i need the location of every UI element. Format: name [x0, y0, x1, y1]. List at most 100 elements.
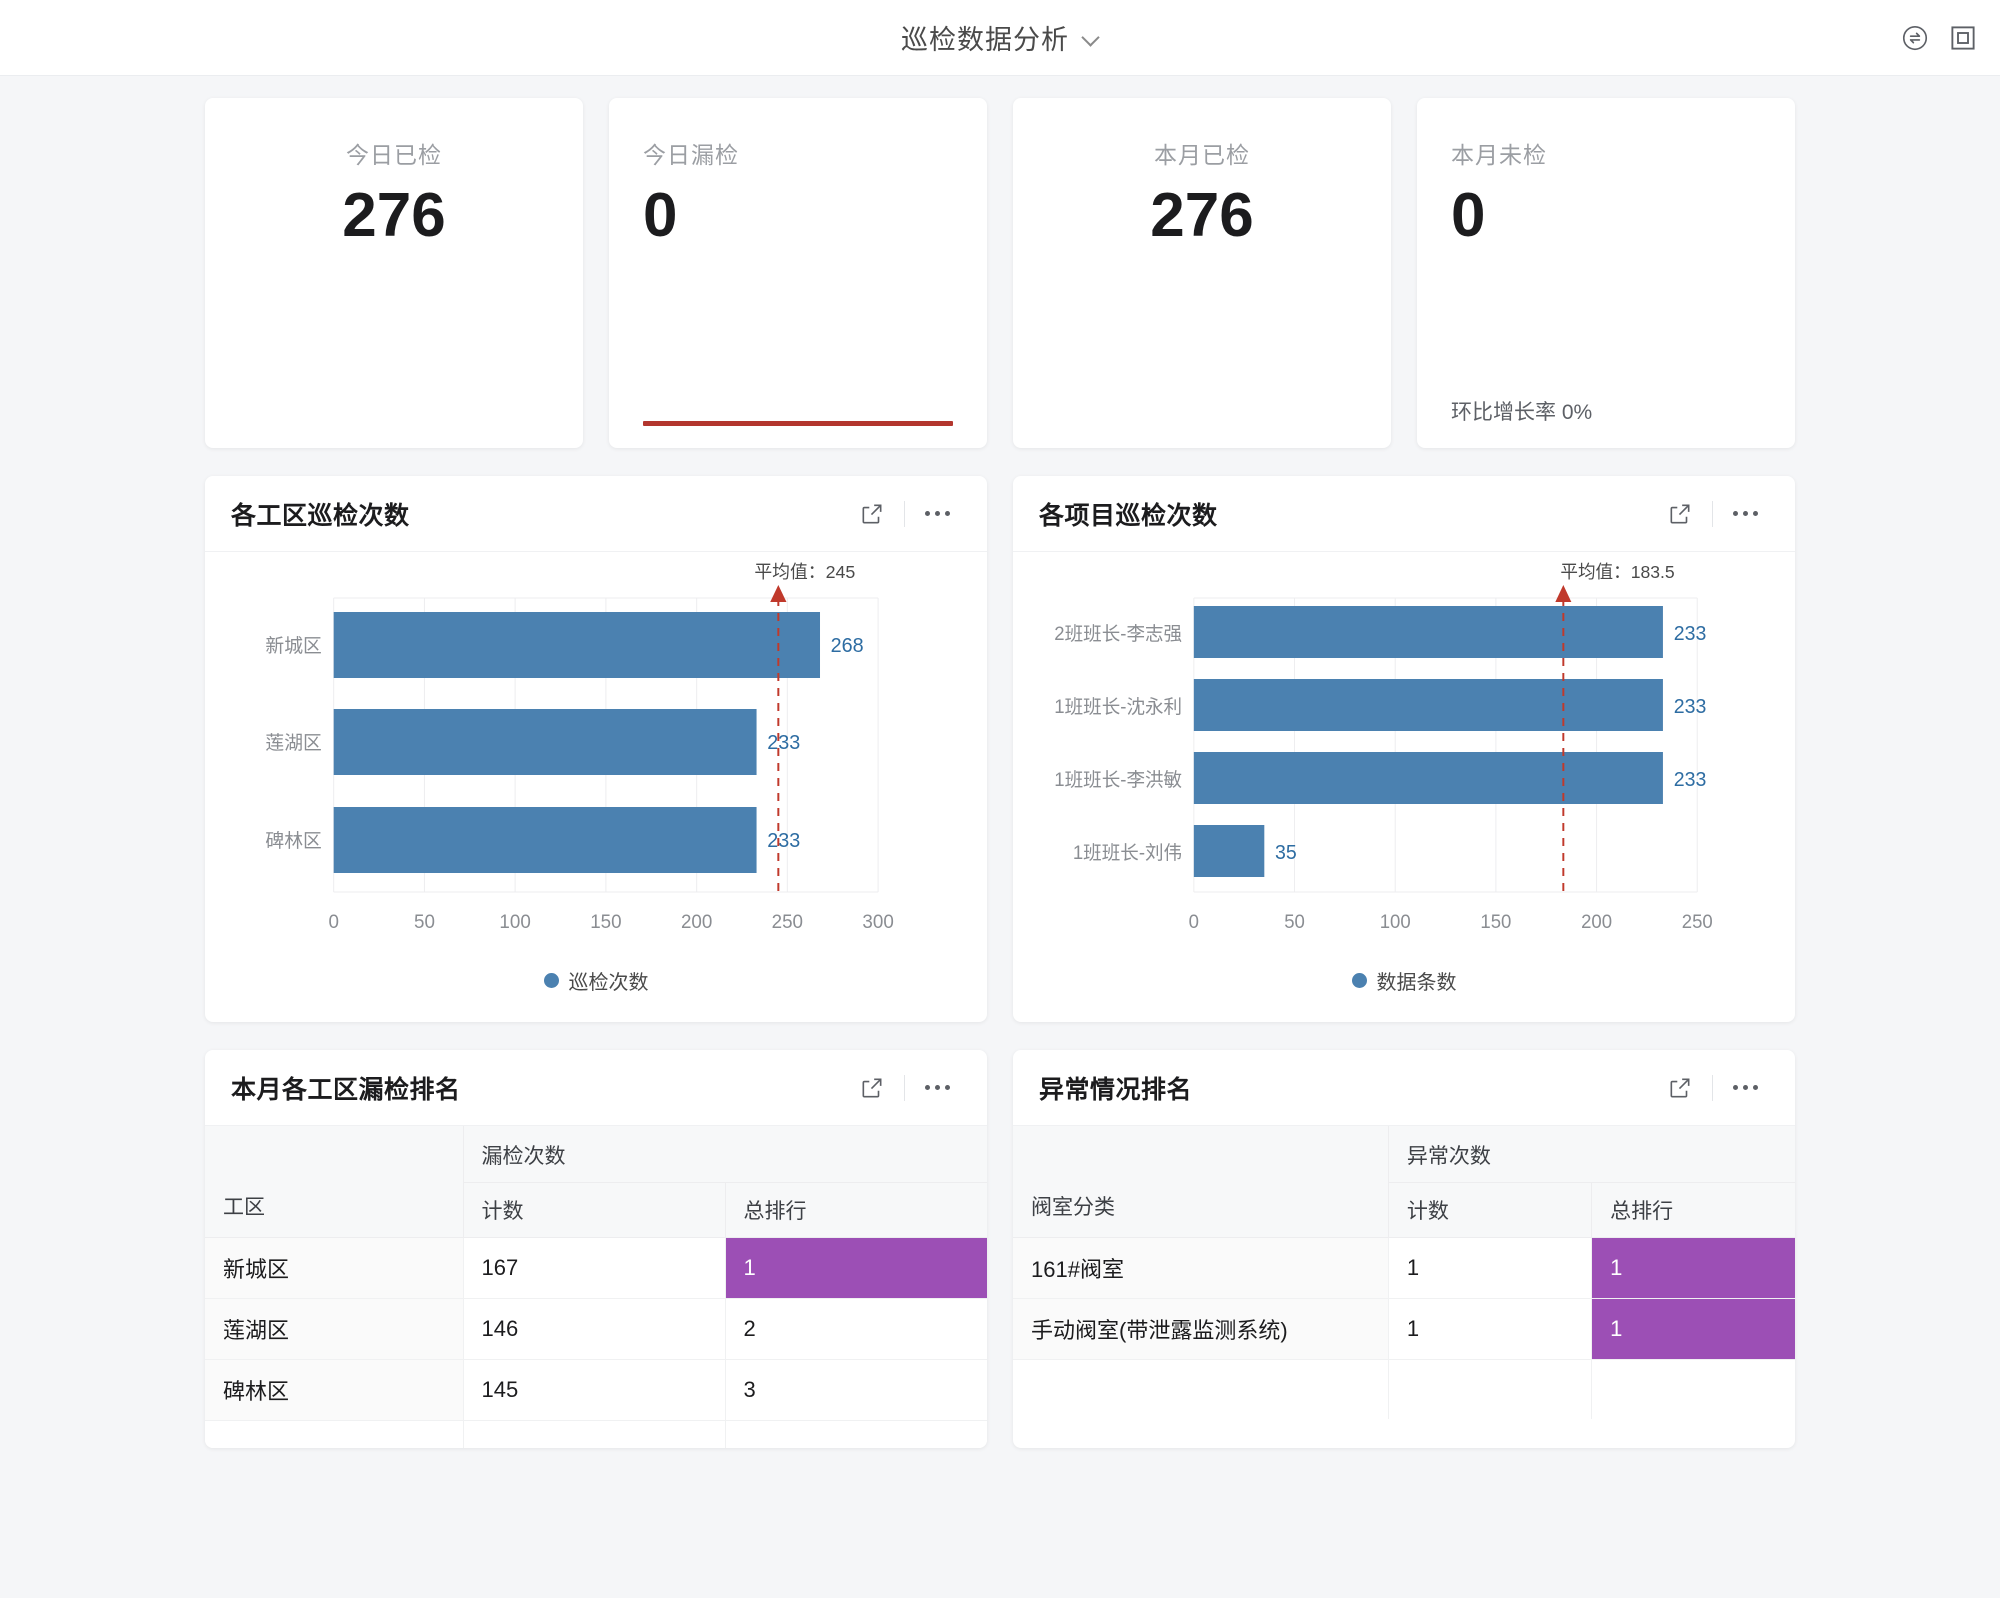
cell-worksite: 莲湖区 [205, 1298, 464, 1360]
panel-tools [1658, 1066, 1767, 1110]
cell-rank: 1 [725, 1237, 987, 1299]
table-row[interactable]: 手动阀室(带泄露监测系统) 1 1 [1013, 1298, 1795, 1360]
chevron-down-icon[interactable] [1083, 30, 1099, 46]
panel-chart-project: 各项目巡检次数 平均值：183.5 [1013, 476, 1795, 1022]
bar-0 [333, 612, 821, 678]
ellipsis-icon[interactable] [915, 492, 959, 536]
kpi-card-today-missed[interactable]: 今日漏检 0 [609, 98, 987, 448]
sparkline-flat [643, 421, 953, 426]
chart-panel-row: 各工区巡检次数 平均值：24 [0, 476, 2000, 1022]
kpi-label: 本月已检 [1154, 142, 1250, 168]
external-link-icon[interactable] [1658, 1066, 1702, 1110]
col-header-count[interactable]: 计数 [1388, 1182, 1593, 1238]
xtick-0: 0 [328, 912, 338, 933]
divider [1712, 1074, 1713, 1101]
table-empty-row [205, 1420, 987, 1448]
table-head: 工区 漏检次数 计数 总排行 [205, 1126, 987, 1238]
page-title-dropdown[interactable]: 巡检数据分析 [901, 18, 1099, 57]
bar-2 [1193, 752, 1663, 804]
page-title: 巡检数据分析 [901, 25, 1069, 55]
divider [904, 500, 905, 527]
bar-value-1: 233 [1674, 696, 1707, 718]
panel-tools [1658, 492, 1767, 536]
divider [904, 1074, 905, 1101]
bar-2 [333, 807, 757, 873]
xtick-4: 200 [681, 912, 712, 933]
spacer [987, 1050, 1013, 1448]
cell-valve-type: 161#阀室 [1013, 1237, 1389, 1299]
panel-title: 本月各工区漏检排名 [231, 1075, 461, 1104]
table-panel-row: 本月各工区漏检排名 [0, 1050, 2000, 1448]
chart-horizontal-bar-project[interactable]: 平均值：183.5 [1013, 552, 1795, 1022]
panel-tools [850, 1066, 959, 1110]
cell-count: 1 [1388, 1298, 1593, 1360]
col-header-worksite[interactable]: 工区 [205, 1126, 464, 1238]
average-arrow [1555, 585, 1572, 602]
bar-value-3: 35 [1275, 842, 1297, 864]
bar-1 [1193, 679, 1663, 731]
table-body-rows: 新城区 167 1 莲湖区 146 2 碑林区 145 3 [205, 1237, 987, 1448]
external-link-icon[interactable] [1658, 492, 1702, 536]
table-row[interactable]: 新城区 167 1 [205, 1237, 987, 1299]
cell-rank: 2 [725, 1298, 987, 1360]
cell-valve-type: 手动阀室(带泄露监测系统) [1013, 1298, 1389, 1360]
bar-value-0: 268 [831, 635, 864, 657]
kpi-card-month-unchecked[interactable]: 本月未检 0 环比增长率 0% [1417, 98, 1795, 448]
table-container[interactable]: 阀室分类 异常次数 计数 总排行 161#阀室 1 1 [1013, 1126, 1795, 1448]
ellipsis-icon[interactable] [1723, 492, 1767, 536]
kpi-value: 276 [342, 181, 446, 250]
external-link-icon[interactable] [850, 1066, 894, 1110]
kpi-label: 今日漏检 [643, 142, 739, 168]
chart-legend[interactable]: 巡检次数 [205, 966, 987, 995]
panel-table-abnormal-ranking: 异常情况排名 [1013, 1050, 1795, 1448]
xtick-5: 250 [772, 912, 803, 933]
col-header-valve-type[interactable]: 阀室分类 [1013, 1126, 1389, 1238]
fullscreen-icon[interactable] [1948, 23, 1978, 53]
dashboard-body: 今日已检 276 今日漏检 0 本月已检 276 本月未检 0 环比增长率 0% [0, 76, 2000, 1448]
xtick-6: 300 [862, 912, 893, 933]
panel-tools [850, 492, 959, 536]
legend-label: 数据条数 [1376, 972, 1457, 994]
chart-legend[interactable]: 数据条数 [1013, 966, 1795, 995]
cell-empty [725, 1420, 987, 1448]
kpi-card-today-checked[interactable]: 今日已检 276 [205, 98, 583, 448]
chart-svg: 平均值：183.5 [1054, 562, 1713, 932]
col-group-header-missed[interactable]: 漏检次数 [463, 1126, 987, 1183]
legend-color-swatch [1351, 973, 1367, 988]
col-header-rank[interactable]: 总排行 [725, 1182, 987, 1238]
cell-worksite: 新城区 [205, 1237, 464, 1299]
table-container[interactable]: 工区 漏检次数 计数 总排行 新城区 167 1 [205, 1126, 987, 1448]
xtick-0: 0 [1189, 911, 1199, 932]
panel-title: 各工区巡检次数 [231, 501, 410, 530]
cell-count: 167 [463, 1237, 726, 1299]
cell-count: 146 [463, 1298, 726, 1360]
refresh-icon[interactable] [1900, 23, 1930, 53]
chart-horizontal-bar-worksite[interactable]: 平均值：245 [205, 552, 987, 1022]
missed-ranking-table: 工区 漏检次数 计数 总排行 新城区 167 1 [205, 1126, 987, 1448]
col-header-count[interactable]: 计数 [463, 1182, 726, 1238]
kpi-card-month-checked[interactable]: 本月已检 276 [1013, 98, 1391, 448]
ellipsis-icon[interactable] [1723, 1066, 1767, 1110]
ellipsis-icon[interactable] [915, 1066, 959, 1110]
cat-label-2: 碑林区 [265, 830, 321, 852]
table-header-row-1: 阀室分类 异常次数 [1013, 1126, 1795, 1238]
cell-empty [205, 1420, 464, 1448]
cat-label-0: 新城区 [265, 635, 321, 657]
xtick-5: 250 [1682, 911, 1713, 932]
chart-svg: 平均值：245 [265, 562, 893, 933]
kpi-group-month: 本月已检 276 本月未检 0 环比增长率 0% [1013, 98, 1795, 448]
xtick-3: 150 [1480, 911, 1511, 932]
table-header-row-1: 工区 漏检次数 [205, 1126, 987, 1238]
external-link-icon[interactable] [850, 492, 894, 536]
table-row[interactable]: 161#阀室 1 1 [1013, 1237, 1795, 1299]
panel-title: 各项目巡检次数 [1039, 501, 1218, 530]
table-row[interactable]: 莲湖区 146 2 [205, 1298, 987, 1360]
xtick-2: 100 [499, 912, 530, 933]
divider [1712, 500, 1713, 527]
cell-rank: 1 [1591, 1237, 1795, 1299]
bar-value-2: 233 [767, 830, 800, 852]
table-row[interactable]: 碑林区 145 3 [205, 1359, 987, 1421]
table-header-row-2: 计数 总排行 [1013, 1182, 1795, 1238]
col-group-header-abnormal[interactable]: 异常次数 [1388, 1126, 1795, 1183]
col-header-rank[interactable]: 总排行 [1591, 1182, 1795, 1238]
